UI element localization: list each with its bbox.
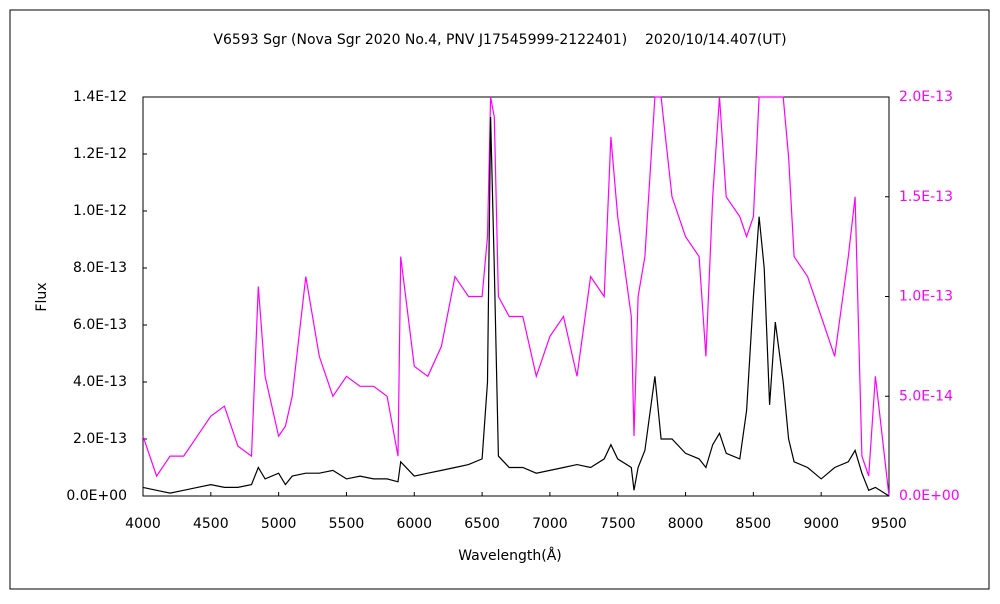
y-tick-label: 4.0E-13 xyxy=(73,374,127,390)
y-tick-label: 8.0E-13 xyxy=(73,260,127,276)
y-tick-label: 6.0E-13 xyxy=(73,317,127,333)
x-tick-label: 4000 xyxy=(125,516,161,532)
x-tick-label: 4500 xyxy=(193,516,229,532)
y-tick-label: 1.4E-12 xyxy=(73,89,127,105)
x-tick-label: 5000 xyxy=(261,516,297,532)
series-line xyxy=(142,116,890,497)
x-tick-label: 7500 xyxy=(600,516,636,532)
x-tick-label: 6500 xyxy=(464,516,500,532)
y2-tick-label: 0.0E+00 xyxy=(899,488,960,504)
x-tick-label: 6000 xyxy=(396,516,432,532)
y-axis-label: Flux xyxy=(34,282,50,311)
y-tick-label: 0.0E+00 xyxy=(66,488,127,504)
y-tick-label: 2.0E-13 xyxy=(73,431,127,447)
x-tick-label: 5500 xyxy=(329,516,365,532)
y2-tick-label: 2.0E-13 xyxy=(899,89,953,105)
y2-tick-label: 5.0E-14 xyxy=(899,388,953,404)
x-tick-label: 9000 xyxy=(803,516,839,532)
series-line xyxy=(142,96,890,497)
x-axis-label: Wavelength(Å) xyxy=(458,547,562,564)
x-tick-label: 7000 xyxy=(532,516,568,532)
chart-title: V6593 Sgr (Nova Sgr 2020 No.4, PNV J1754… xyxy=(213,32,786,48)
y-tick-label: 1.2E-12 xyxy=(73,146,127,162)
y2-tick-label: 1.5E-13 xyxy=(899,189,953,205)
x-tick-label: 8500 xyxy=(736,516,772,532)
x-tick-label: 9500 xyxy=(871,516,907,532)
x-tick-label: 8000 xyxy=(668,516,704,532)
y-tick-label: 1.0E-12 xyxy=(73,203,127,219)
y2-tick-label: 1.0E-13 xyxy=(899,289,953,305)
